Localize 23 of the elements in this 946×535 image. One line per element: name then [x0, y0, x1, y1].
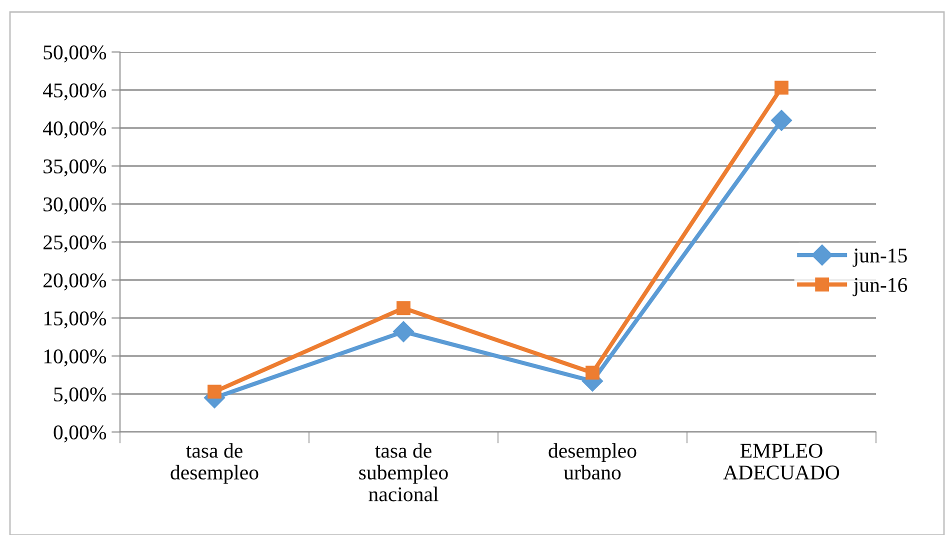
legend-label: jun-16	[852, 278, 908, 296]
y-tick-label: 0,00%	[54, 425, 106, 442]
y-tick-label: 20,00%	[43, 273, 106, 290]
point	[774, 80, 788, 95]
x-tick-label: desempleo urbano	[548, 443, 636, 480]
point	[392, 321, 414, 342]
legend-label: jun-15	[852, 248, 907, 267]
y-tick-label: 35,00%	[44, 159, 106, 176]
y-tick-label: 15,00%	[44, 311, 106, 328]
y-tick-label: 50,00%	[44, 45, 106, 62]
y-tick-label: 25,00%	[43, 235, 106, 252]
point	[586, 366, 600, 380]
point	[770, 110, 792, 131]
point	[396, 301, 410, 316]
y-tick-label: 5,00%	[54, 387, 106, 404]
x-tick-label: tasa de subempleo nacional	[359, 443, 448, 502]
x-tick-label: EMPLEO ADECUADO	[723, 444, 840, 480]
y-tick-label: 10,00%	[44, 349, 106, 366]
y-tick-label: 30,00%	[44, 197, 106, 214]
y-tick-label: 40,00%	[42, 121, 106, 138]
x-tick-label: tasa de desempleo	[170, 443, 258, 484]
point	[208, 384, 222, 399]
y-tick-label: 45,00%	[42, 83, 106, 100]
